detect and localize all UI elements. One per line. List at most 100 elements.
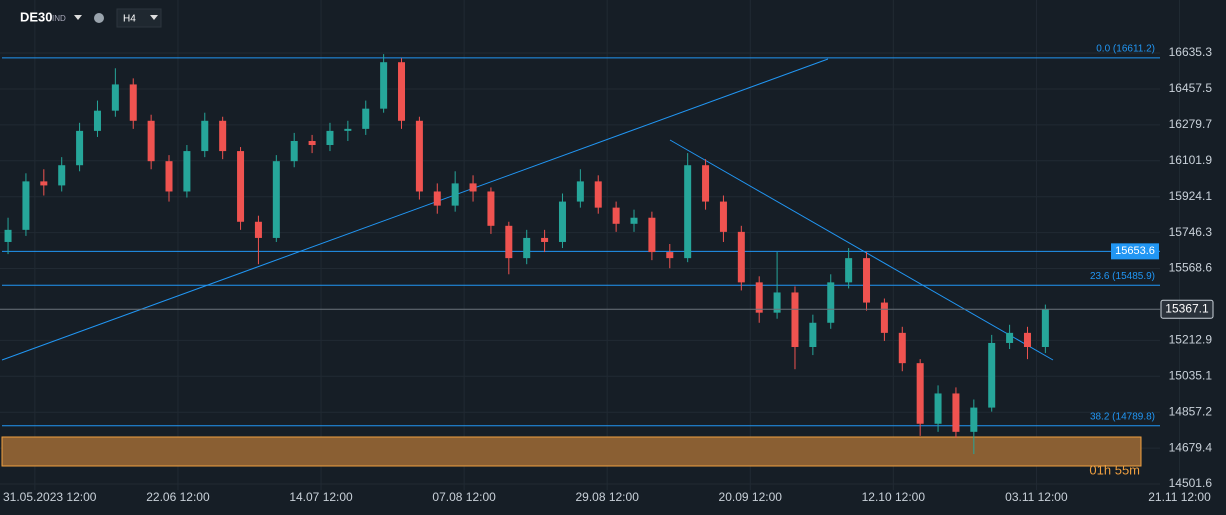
info-icon[interactable] xyxy=(94,13,104,23)
candle-body xyxy=(719,201,727,232)
candle-body xyxy=(541,237,549,242)
candle-body xyxy=(952,393,960,432)
candle-body xyxy=(755,282,763,313)
candle-body xyxy=(576,181,584,202)
candle-body xyxy=(737,231,745,283)
candle-body xyxy=(380,62,388,109)
x-tick-label: 31.05.2023 12:00 xyxy=(3,490,97,504)
x-tick-label: 20.09 12:00 xyxy=(719,490,783,504)
y-tick-label: 15746.3 xyxy=(1169,225,1213,239)
candle-body xyxy=(684,165,692,259)
fib-label: 0.0 (16611.2) xyxy=(1096,44,1155,55)
x-tick-label: 03.11 12:00 xyxy=(1005,490,1068,504)
y-tick-label: 14501.6 xyxy=(1169,476,1213,490)
candle-body xyxy=(898,332,906,364)
fib-label: 38.2 (14789.8) xyxy=(1090,411,1155,422)
candle-body xyxy=(22,181,30,230)
candle-body xyxy=(988,342,996,408)
hline-label-box xyxy=(1111,243,1159,260)
candle-body xyxy=(40,181,48,186)
candle-body xyxy=(845,258,853,283)
x-tick-label: 14.07 12:00 xyxy=(289,490,353,504)
candle-body xyxy=(863,258,871,303)
symbol: DE30 xyxy=(20,9,53,24)
candle-body xyxy=(308,140,316,146)
candle-body xyxy=(93,110,101,131)
y-tick-label: 14679.4 xyxy=(1169,440,1213,454)
candle-body xyxy=(594,181,602,208)
candle-body xyxy=(1023,332,1031,347)
candle-body xyxy=(326,130,334,146)
candle-body xyxy=(773,292,781,313)
y-tick-label: 14857.2 xyxy=(1169,404,1213,418)
candle-body xyxy=(58,165,66,186)
candle-body xyxy=(827,282,835,323)
y-tick-label: 15568.6 xyxy=(1169,261,1213,275)
marks xyxy=(0,54,1160,455)
candle-body xyxy=(433,191,441,206)
candle-body xyxy=(666,252,674,259)
candle-body xyxy=(129,84,137,121)
x-tick-label: 12.10 12:00 xyxy=(862,490,926,504)
candle-body xyxy=(451,183,459,206)
candle-body xyxy=(398,62,406,121)
candle-body xyxy=(630,217,638,224)
candle-body xyxy=(362,108,370,129)
hline-label: 15653.6 xyxy=(1115,245,1155,257)
dropdown[interactable] xyxy=(150,15,158,20)
x-tick-label: 22.06 12:00 xyxy=(146,490,210,504)
candle-body xyxy=(1006,332,1014,343)
candle-body xyxy=(290,140,298,162)
candle-body xyxy=(702,165,710,202)
countdown: 01h 55m xyxy=(1089,462,1140,477)
candle-body xyxy=(272,161,280,238)
candle-body xyxy=(254,221,262,238)
candle-body xyxy=(1041,309,1049,347)
y-tick-label: 15035.1 xyxy=(1169,368,1213,382)
candle-body xyxy=(237,151,245,222)
candle-body xyxy=(970,407,978,432)
timeframe-box[interactable] xyxy=(116,8,162,28)
dropdown[interactable] xyxy=(74,15,82,20)
zone xyxy=(1,436,1142,467)
candle-body xyxy=(791,292,799,347)
timeframe: H4 xyxy=(123,14,136,25)
x-tick-label: 29.08 12:00 xyxy=(575,490,639,504)
y-tick-label: 16101.9 xyxy=(1169,153,1213,167)
candle-body xyxy=(4,229,12,242)
candle-body xyxy=(916,363,924,424)
candle-body xyxy=(201,120,209,152)
y-tick-label: 16457.5 xyxy=(1169,81,1213,95)
x-tick-label: 07.08 12:00 xyxy=(432,490,496,504)
candle-body xyxy=(183,151,191,192)
candle-body xyxy=(415,120,423,192)
candle-body xyxy=(219,120,227,152)
candle-body xyxy=(111,84,119,111)
candle-body xyxy=(147,120,155,162)
candle-body xyxy=(344,128,352,131)
y-tick-label: 15212.9 xyxy=(1169,333,1213,347)
candle-body xyxy=(487,191,495,226)
candle-body xyxy=(809,322,817,347)
y-tick-label: 15924.1 xyxy=(1169,189,1213,203)
candle-body xyxy=(880,302,888,333)
y-tick-label: 16635.3 xyxy=(1169,45,1213,59)
candle-body xyxy=(76,130,84,166)
candle-body xyxy=(648,217,656,253)
current-price-label: 15367.1 xyxy=(1165,301,1209,315)
candle-body xyxy=(505,225,513,259)
candle-body xyxy=(523,237,531,259)
trend-line xyxy=(1,58,829,361)
candle-body xyxy=(934,393,942,424)
trend-line xyxy=(669,139,1054,361)
candle-body xyxy=(558,201,566,242)
candle-body xyxy=(612,207,620,224)
candle-body xyxy=(165,161,173,192)
candle-body xyxy=(469,183,477,192)
market: IND xyxy=(52,14,66,23)
y-tick-label: 16279.7 xyxy=(1169,117,1213,131)
current-price-box xyxy=(1160,299,1214,319)
